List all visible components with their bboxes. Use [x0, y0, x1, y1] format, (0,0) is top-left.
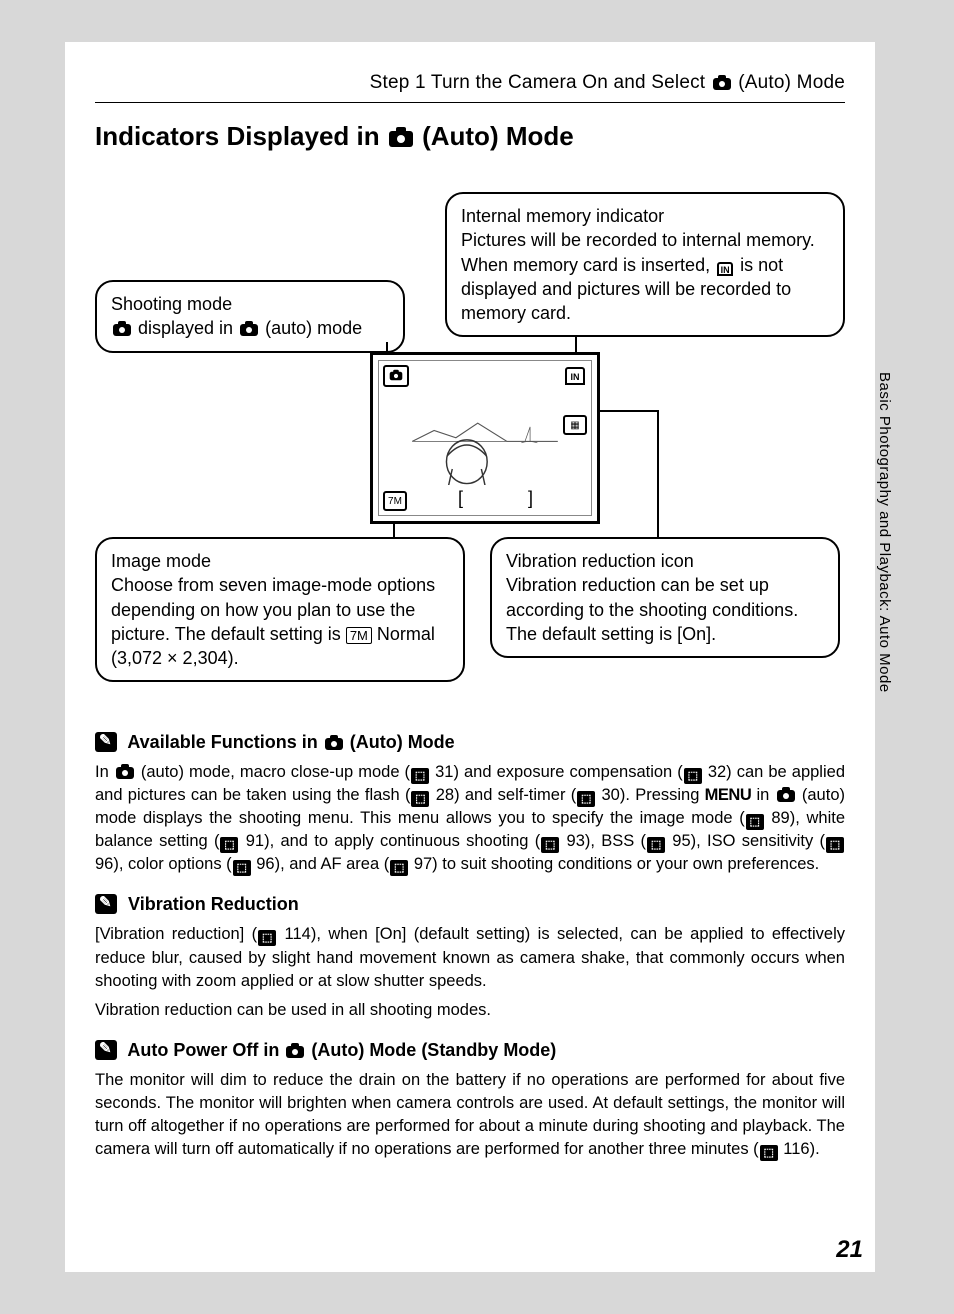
memory-icon: IN: [717, 262, 733, 276]
page-ref-icon: ⬚: [220, 837, 238, 853]
txt: 96), and AF area (: [252, 855, 390, 873]
camera-icon: [113, 324, 131, 336]
title-post: (Auto) Mode: [415, 121, 574, 151]
lcd-brackets: [ ]: [458, 488, 563, 509]
txt: 95), ISO sensitivity (: [666, 832, 825, 850]
page-ref-icon: ⬚: [233, 860, 251, 876]
camera-icon: [325, 738, 343, 750]
indicator-diagram: Shooting mode displayed in (auto) mode I…: [95, 192, 845, 702]
page-ref-icon: ⬚: [541, 837, 559, 853]
menu-label: MENU: [705, 786, 752, 804]
vr-title: Vibration Reduction: [128, 894, 299, 914]
connector: [575, 335, 577, 355]
note-icon: [95, 894, 117, 914]
txt: 93), BSS (: [560, 832, 646, 850]
size-icon: 7M: [346, 627, 372, 644]
camera-icon: [240, 324, 258, 336]
camera-icon: [116, 767, 134, 779]
txt: In: [95, 763, 114, 781]
txt: 30). Pressing: [596, 786, 704, 804]
lcd-size-icon: 7M: [383, 491, 407, 511]
divider: [95, 102, 845, 103]
lcd-camera-icon: [383, 365, 409, 387]
side-section-label: Basic Photography and Playback: Auto Mod…: [876, 372, 893, 693]
camera-icon: [389, 131, 413, 147]
section-heading-available: Available Functions in (Auto) Mode: [95, 732, 845, 753]
step-text-pre: Step 1 Turn the Camera On and Select: [370, 72, 711, 93]
txt: 91), and to apply continuous shooting (: [239, 832, 540, 850]
note-icon: [95, 1040, 117, 1060]
callout-memory: Internal memory indicator Pictures will …: [445, 192, 845, 337]
callout-text: Vibration reduction can be set up accord…: [506, 575, 798, 644]
page-ref-icon: ⬚: [411, 768, 429, 784]
callout-title: Shooting mode: [111, 294, 232, 314]
page-ref-icon: ⬚: [258, 930, 276, 946]
callout-text: displayed in: [133, 318, 238, 338]
callout-title: Vibration reduction icon: [506, 551, 694, 571]
connector: [599, 410, 659, 412]
callout-title: Internal memory indicator: [461, 206, 664, 226]
apo-post: (Auto) Mode (Standby Mode): [306, 1040, 556, 1060]
connector: [393, 524, 395, 538]
callout-vibration-reduction: Vibration reduction icon Vibration reduc…: [490, 537, 840, 658]
lcd-vr-icon: ▦: [563, 415, 587, 435]
page-ref-icon: ⬚: [577, 791, 595, 807]
title-pre: Indicators Displayed in: [95, 121, 387, 151]
apo-pre: Auto Power Off in: [127, 1040, 284, 1060]
page-ref-icon: ⬚: [390, 860, 408, 876]
txt: 28) and self-timer (: [430, 786, 576, 804]
callout-image-mode: Image mode Choose from seven image-mode …: [95, 537, 465, 682]
page-title: Indicators Displayed in (Auto) Mode: [95, 121, 845, 152]
page-ref-icon: ⬚: [411, 791, 429, 807]
connector: [386, 342, 388, 354]
txt: [Vibration reduction] (: [95, 925, 257, 943]
txt: in: [751, 786, 774, 804]
section-heading-apo: Auto Power Off in (Auto) Mode (Standby M…: [95, 1040, 845, 1061]
lcd-memory-icon: IN: [565, 367, 585, 385]
paragraph-vr1: [Vibration reduction] (⬚ 114), when [On]…: [95, 923, 845, 992]
txt: 31) and exposure compensation (: [430, 763, 683, 781]
txt: (auto) mode, macro close-up mode (: [136, 763, 410, 781]
lcd-scene: [389, 405, 581, 485]
camera-icon: [777, 790, 795, 802]
txt: 116).: [779, 1140, 820, 1158]
page-ref-icon: ⬚: [684, 768, 702, 784]
callout-text: (auto) mode: [260, 318, 362, 338]
txt: The monitor will dim to reduce the drain…: [95, 1071, 845, 1158]
lcd-screen: IN ▦ 7M [ ]: [370, 352, 600, 524]
page-ref-icon: ⬚: [760, 1145, 778, 1161]
paragraph-vr2: Vibration reduction can be used in all s…: [95, 999, 845, 1022]
note-icon: [95, 732, 117, 752]
lcd-inner: IN ▦ 7M [ ]: [378, 360, 592, 516]
camera-icon: [713, 78, 731, 90]
paragraph-available: In (auto) mode, macro close-up mode (⬚ 3…: [95, 761, 845, 876]
connector: [657, 410, 659, 538]
txt: 97) to suit shooting conditions or your …: [409, 855, 819, 873]
head-post: (Auto) Mode: [345, 732, 455, 752]
manual-page: Step 1 Turn the Camera On and Select (Au…: [65, 42, 875, 1272]
page-ref-icon: ⬚: [826, 837, 844, 853]
page-ref-icon: ⬚: [746, 814, 764, 830]
section-heading-vr: Vibration Reduction: [95, 894, 845, 915]
callout-title: Image mode: [111, 551, 211, 571]
txt: 96), color options (: [95, 855, 232, 873]
head-pre: Available Functions in: [127, 732, 322, 752]
callout-shooting-mode: Shooting mode displayed in (auto) mode: [95, 280, 405, 353]
step-header: Step 1 Turn the Camera On and Select (Au…: [95, 72, 845, 94]
step-text-post: (Auto) Mode: [733, 72, 845, 93]
camera-icon: [286, 1046, 304, 1058]
page-number: 21: [836, 1236, 863, 1264]
page-ref-icon: ⬚: [647, 837, 665, 853]
paragraph-apo: The monitor will dim to reduce the drain…: [95, 1069, 845, 1161]
